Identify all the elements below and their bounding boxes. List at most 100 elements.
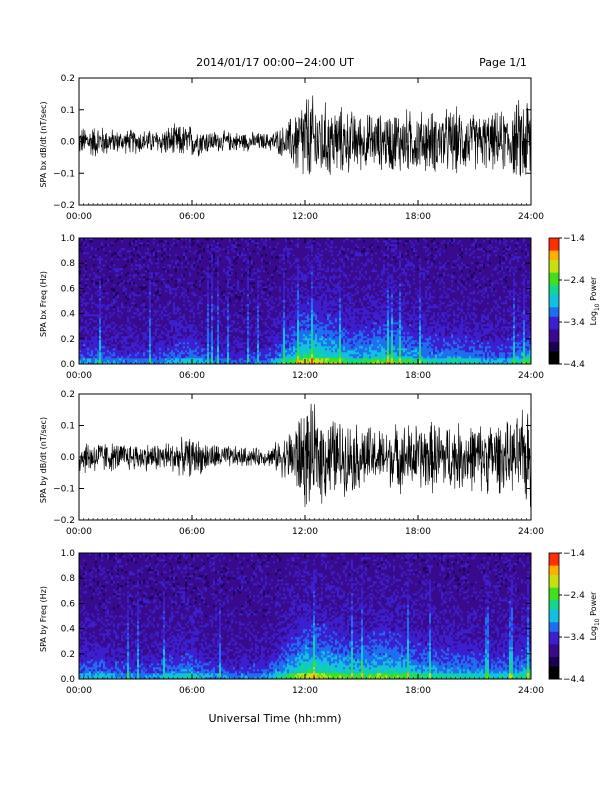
spectrogram-cell — [159, 308, 161, 310]
spectrogram-cell — [221, 356, 223, 358]
spectrogram-cell — [121, 294, 123, 296]
spectrogram-cell — [97, 336, 99, 338]
spectrogram-cell — [193, 260, 195, 262]
spectrogram-cell — [191, 290, 193, 292]
spectrogram-cell — [217, 282, 219, 284]
spectrogram-cell — [127, 254, 129, 256]
spectrogram-cell — [133, 294, 135, 296]
spectrogram-cell — [123, 348, 125, 350]
spectrogram-cell — [185, 314, 187, 316]
spectrogram-cell — [173, 252, 175, 254]
spectrogram-cell — [225, 360, 227, 362]
spectrogram-cell — [141, 260, 143, 262]
spectrogram-cell — [125, 252, 127, 254]
spectrogram-cell — [135, 290, 137, 292]
spectrogram-cell — [133, 334, 135, 336]
spectrogram-cell — [173, 306, 175, 308]
spectrogram-cell — [227, 288, 229, 290]
spectrogram-cell — [133, 292, 135, 294]
spectrogram-cell — [163, 320, 165, 322]
spectrogram-cell — [119, 360, 121, 362]
spectrogram-cell — [139, 322, 141, 324]
spectrogram-cell — [87, 260, 89, 262]
spectrogram-cell — [107, 246, 109, 248]
spectrogram-cell — [119, 340, 121, 342]
spectrogram-cell — [229, 260, 231, 262]
spectrogram-cell — [201, 334, 203, 336]
spectrogram-cell — [149, 276, 151, 278]
spectrogram-cell — [121, 296, 123, 298]
spectrogram-cell — [89, 348, 91, 350]
spectrogram-cell — [219, 342, 221, 344]
spectrogram-cell — [227, 352, 229, 354]
spectrogram-cell — [161, 350, 163, 352]
spectrogram-cell — [93, 338, 95, 340]
spectrogram-cell — [173, 340, 175, 342]
spectrogram-cell — [185, 306, 187, 308]
spectrogram-cell — [175, 290, 177, 292]
spectrogram-cell — [149, 328, 151, 330]
spectrogram-cell — [205, 334, 207, 336]
spectrogram-cell — [211, 316, 213, 318]
spectrogram-cell — [113, 296, 115, 298]
spectrogram-cell — [143, 308, 145, 310]
spectrogram-cell — [183, 286, 185, 288]
spectrogram-cell — [197, 240, 199, 242]
spectrogram-cell — [189, 294, 191, 296]
spectrogram-cell — [205, 360, 207, 362]
spectrogram-cell — [139, 240, 141, 242]
spectrogram-cell — [127, 326, 129, 328]
spectrogram-cell — [115, 334, 117, 336]
spectrogram-cell — [133, 258, 135, 260]
spectrogram-cell — [105, 310, 107, 312]
spectrogram-cell — [199, 254, 201, 256]
spectrogram-cell — [117, 320, 119, 322]
spectrogram-cell — [191, 270, 193, 272]
spectrogram-cell — [183, 354, 185, 356]
spectrogram-cell — [165, 330, 167, 332]
spectrogram-cell — [159, 324, 161, 326]
spectrogram-cell — [125, 306, 127, 308]
spectrogram-cell — [159, 354, 161, 356]
spectrogram-cell — [159, 302, 161, 304]
spectrogram-cell — [113, 266, 115, 268]
spectrogram-cell — [225, 314, 227, 316]
spectrogram-cell — [109, 358, 111, 360]
spectrogram-cell — [99, 248, 101, 250]
spectrogram-cell — [85, 286, 87, 288]
spectrogram-cell — [89, 262, 91, 264]
spectrogram-cell — [223, 352, 225, 354]
spectrogram-cell — [109, 282, 111, 284]
spectrogram-cell — [177, 308, 179, 310]
spectrogram-cell — [127, 280, 129, 282]
spectrogram-cell — [85, 278, 87, 280]
spectrogram-cell — [115, 340, 117, 342]
spectrogram-cell — [127, 296, 129, 298]
spectrogram-cell — [231, 316, 233, 318]
spectrogram-cell — [129, 250, 131, 252]
spectrogram-cell — [125, 326, 127, 328]
spectrogram-cell — [85, 348, 87, 350]
spectrogram-cell — [179, 262, 181, 264]
spectrogram-cell — [137, 342, 139, 344]
spectrogram-cell — [225, 270, 227, 272]
spectrogram-cell — [137, 302, 139, 304]
spectrogram-cell — [133, 326, 135, 328]
spectrogram-cell — [121, 282, 123, 284]
bx-dbdt-panel: 00:00 06:00 12:00 18:00 24:00−0.2−0.10.00.10… — [39, 74, 544, 222]
spectrogram-cell — [215, 256, 217, 258]
spectrogram-cell — [167, 300, 169, 302]
spectrogram-cell — [99, 354, 101, 356]
spectrogram-cell — [97, 240, 99, 242]
spectrogram-cell — [105, 282, 107, 284]
spectrogram-cell — [131, 334, 133, 336]
spectrogram-cell — [89, 292, 91, 294]
spectrogram-cell — [221, 336, 223, 338]
spectrogram-cell — [171, 242, 173, 244]
spectrogram-cell — [167, 262, 169, 264]
spectrogram-cell — [185, 278, 187, 280]
spectrogram-cell — [93, 290, 95, 292]
spectrogram-cell — [207, 284, 209, 286]
spectrogram-cell — [215, 336, 217, 338]
spectrogram-cell — [135, 250, 137, 252]
